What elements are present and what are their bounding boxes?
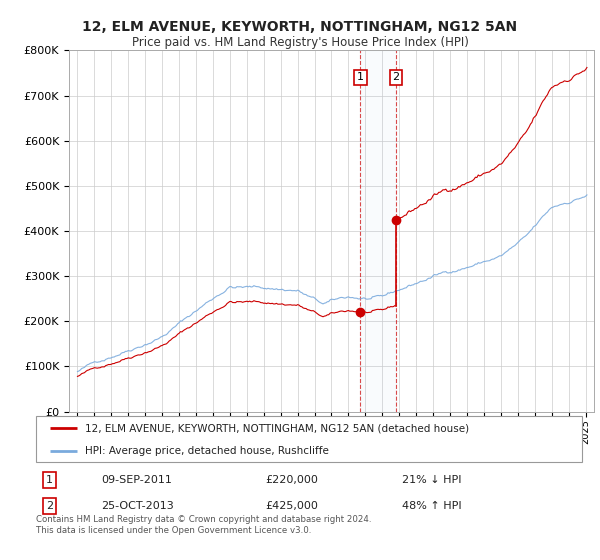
Text: £425,000: £425,000 <box>265 501 318 511</box>
Text: £220,000: £220,000 <box>265 475 318 486</box>
Text: 1: 1 <box>46 475 53 486</box>
Text: 21% ↓ HPI: 21% ↓ HPI <box>402 475 461 486</box>
Text: HPI: Average price, detached house, Rushcliffe: HPI: Average price, detached house, Rush… <box>85 446 329 456</box>
Text: 09-SEP-2011: 09-SEP-2011 <box>101 475 172 486</box>
Text: 12, ELM AVENUE, KEYWORTH, NOTTINGHAM, NG12 5AN: 12, ELM AVENUE, KEYWORTH, NOTTINGHAM, NG… <box>82 20 518 34</box>
Text: 2: 2 <box>46 501 53 511</box>
Text: Price paid vs. HM Land Registry's House Price Index (HPI): Price paid vs. HM Land Registry's House … <box>131 36 469 49</box>
Text: 25-OCT-2013: 25-OCT-2013 <box>101 501 174 511</box>
Text: 12, ELM AVENUE, KEYWORTH, NOTTINGHAM, NG12 5AN (detached house): 12, ELM AVENUE, KEYWORTH, NOTTINGHAM, NG… <box>85 423 469 433</box>
Text: 2: 2 <box>392 72 400 82</box>
Text: 1: 1 <box>357 72 364 82</box>
Text: Contains HM Land Registry data © Crown copyright and database right 2024.
This d: Contains HM Land Registry data © Crown c… <box>36 515 371 535</box>
Bar <box>360 50 396 412</box>
Text: 48% ↑ HPI: 48% ↑ HPI <box>402 501 461 511</box>
